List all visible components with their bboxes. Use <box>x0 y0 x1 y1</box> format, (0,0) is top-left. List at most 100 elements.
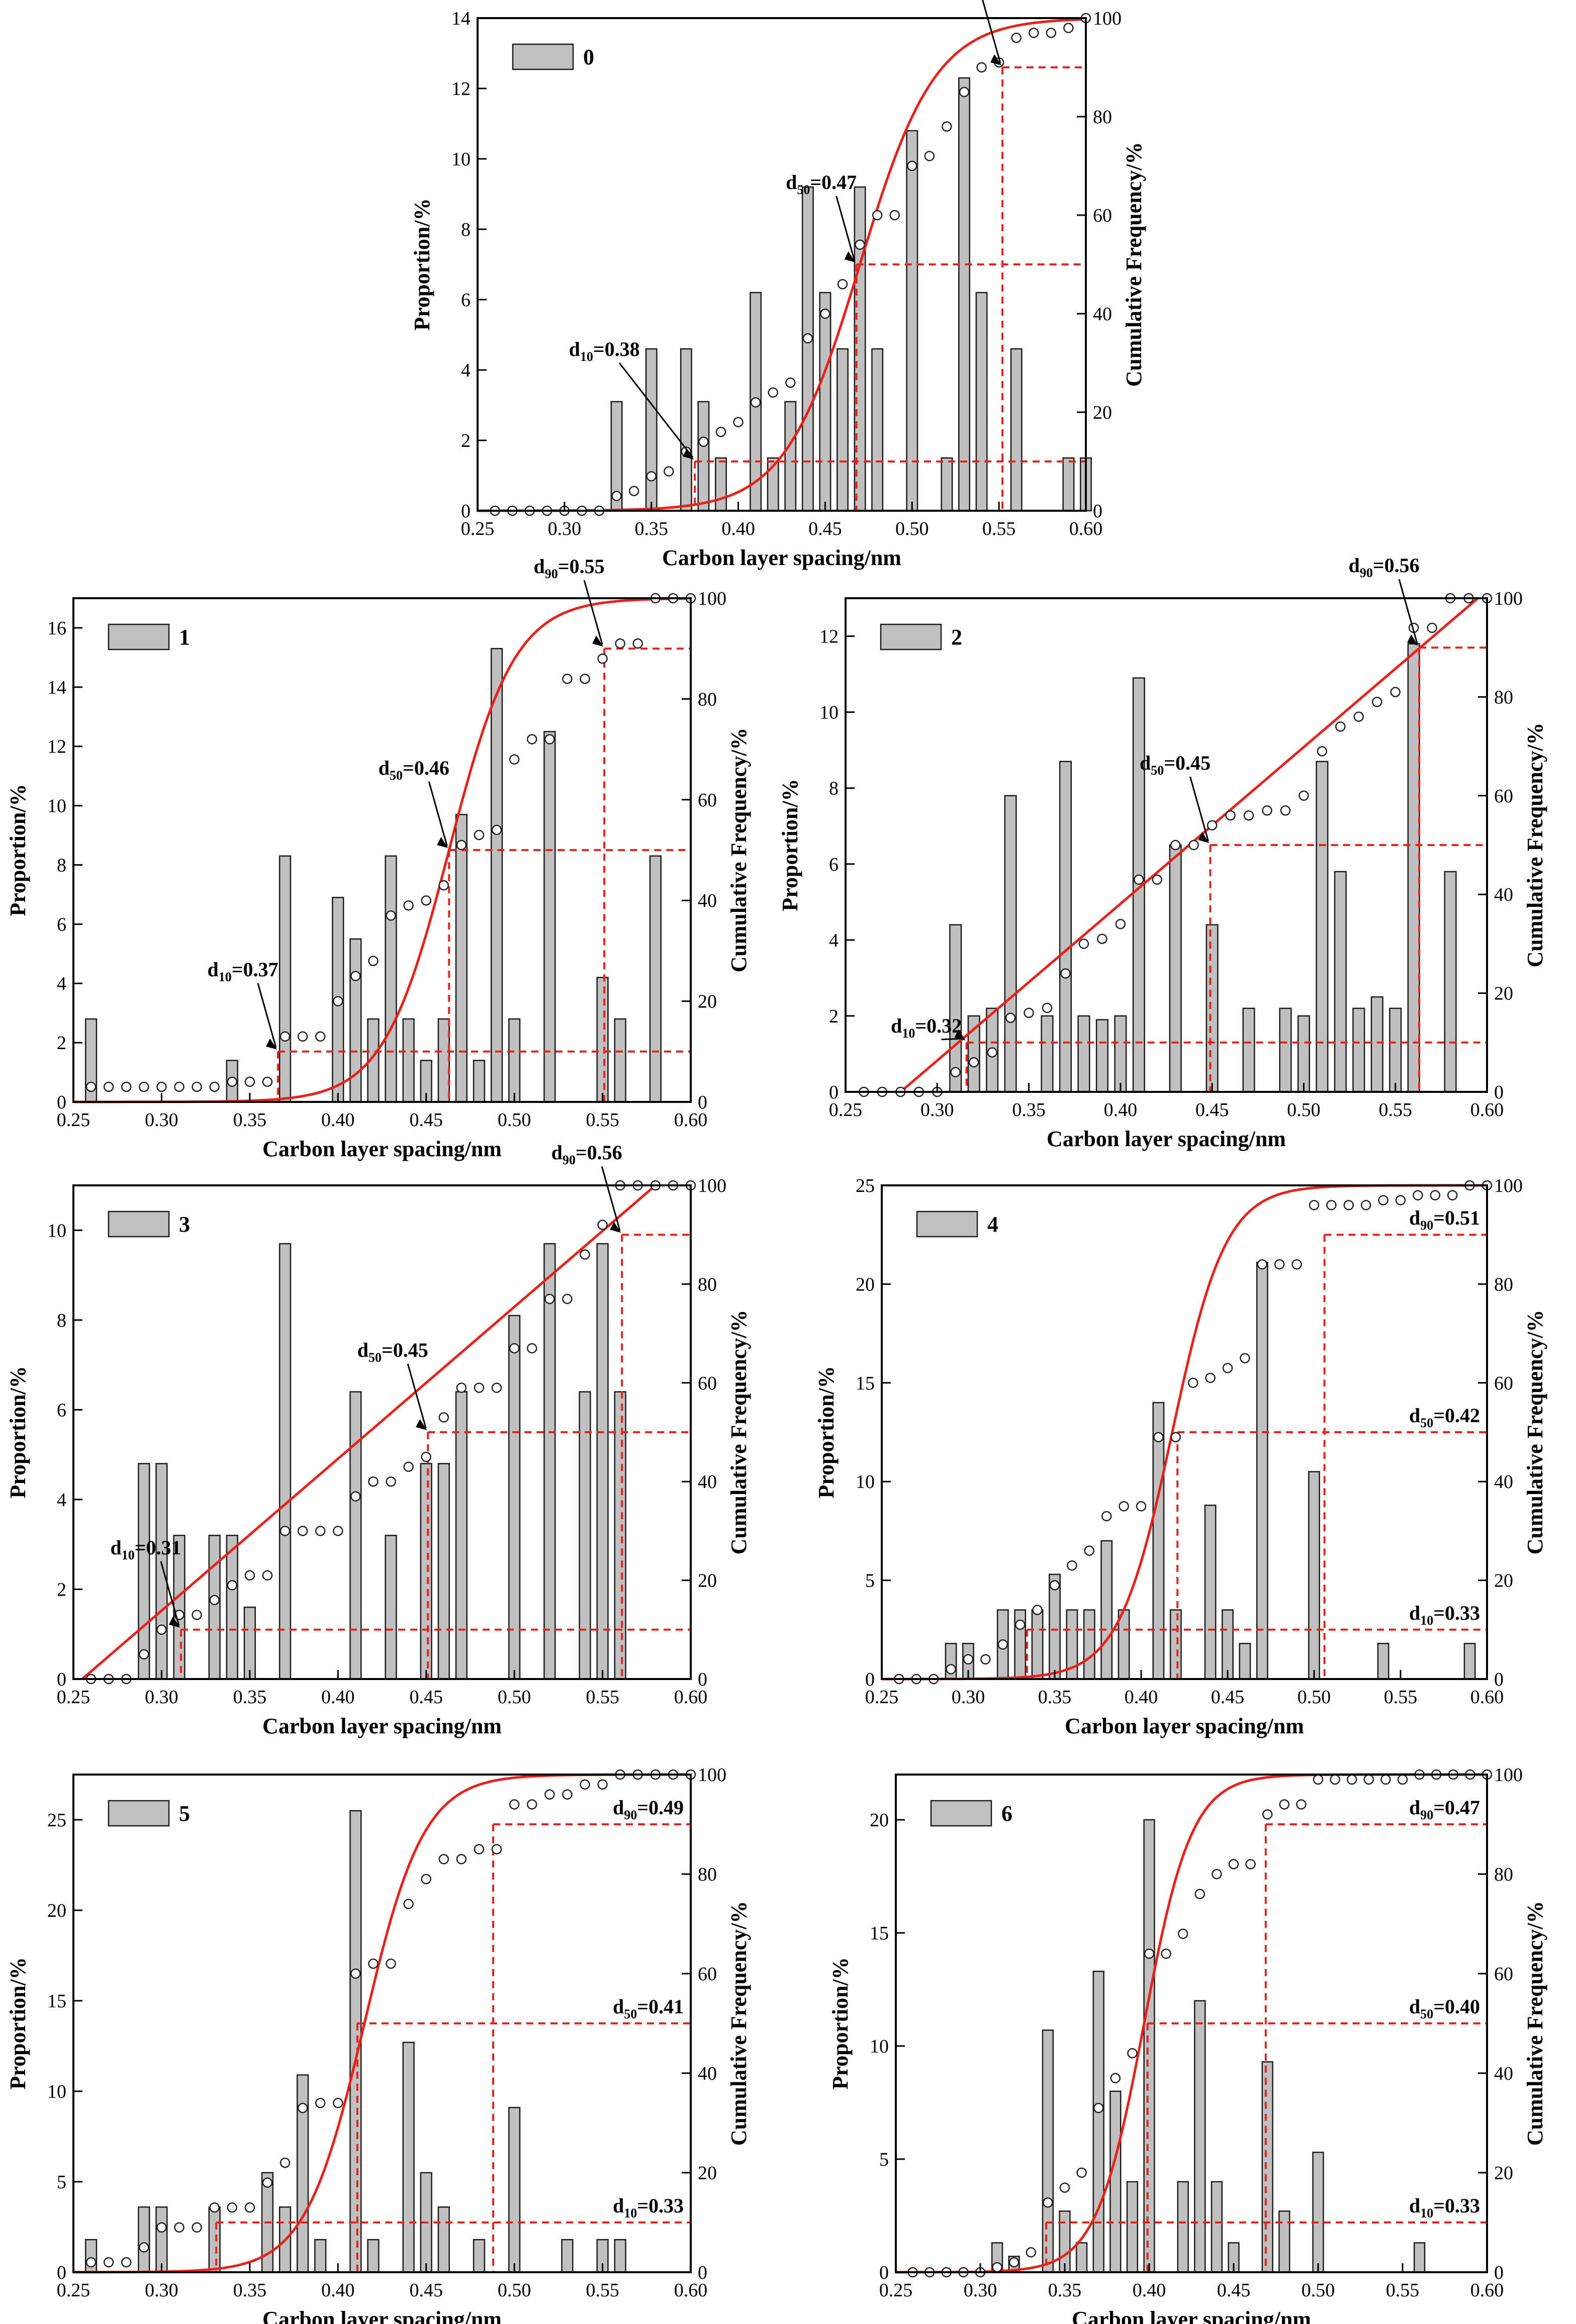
proportion-bar <box>385 1535 397 1680</box>
cumulative-point <box>1136 1501 1147 1512</box>
cumulative-point <box>980 1654 991 1664</box>
proportion-bar <box>437 1463 450 1680</box>
y2-tick-label: 60 <box>1494 1373 1513 1394</box>
y2-tick-label: 0 <box>698 1092 707 1113</box>
x-tick-label: 0.55 <box>586 2280 619 2301</box>
cumulative-point <box>1101 1511 1112 1522</box>
cumulative-point <box>1299 790 1309 801</box>
cumulative-point <box>526 1799 537 1810</box>
x-tick-label: 0.60 <box>1470 1099 1504 1121</box>
x-tick-label: 0.40 <box>321 1687 355 1708</box>
cumulative-point <box>121 2257 132 2268</box>
proportion-bar <box>614 2239 626 2273</box>
cumulative-point <box>156 1081 167 1092</box>
y2-axis-title: Cumulative Frequency/% <box>726 728 751 973</box>
cumulative-point <box>209 1595 220 1606</box>
y2-tick-label: 80 <box>1494 687 1513 708</box>
legend-swatch <box>108 623 170 650</box>
proportion-bar <box>1334 871 1347 1093</box>
x-tick-label: 0.45 <box>1217 2280 1251 2301</box>
cumulative-point <box>1207 820 1218 830</box>
x-tick-label: 0.45 <box>409 1687 443 1708</box>
x-tick-label: 0.60 <box>674 2280 708 2301</box>
cumulative-point <box>1279 1799 1290 1810</box>
y2-axis-title: Cumulative Frequency/% <box>1523 1310 1547 1555</box>
proportion-bar <box>1169 844 1182 1093</box>
y2-tick-label: 80 <box>1093 107 1112 128</box>
y-tick-label: 10 <box>47 796 66 817</box>
d90-annotation: d90=0.55 <box>534 555 605 581</box>
y-axis-title: Proportion/% <box>6 784 30 916</box>
cumulative-point <box>1296 1799 1307 1810</box>
x-tick-label: 0.40 <box>1133 2280 1166 2301</box>
y-tick-label: 10 <box>819 702 839 723</box>
cumulative-point <box>987 1047 997 1058</box>
cumulative-point <box>837 278 848 290</box>
cumulative-point <box>1291 1259 1302 1270</box>
proportion-bar <box>1083 1609 1095 1680</box>
x-tick-label: 0.30 <box>548 518 582 539</box>
y-tick-label: 2 <box>829 1006 839 1027</box>
x-tick-label: 0.45 <box>409 1109 443 1131</box>
x-tick-label: 0.50 <box>498 1687 531 1708</box>
cumulative-point <box>1093 2103 1104 2113</box>
y-tick-label: 6 <box>57 914 66 935</box>
chart-panel-2: 0.25 0.30 0.35 0.40 0.45 0.50 0.55 0.6002468101… <box>778 554 1547 1151</box>
arrow-head-icon <box>844 251 856 262</box>
y2-tick-label: 20 <box>698 991 717 1012</box>
arrow-head-icon <box>610 1222 621 1233</box>
x-tick-label: 0.40 <box>1104 1099 1138 1121</box>
x-tick-label: 0.50 <box>498 1109 531 1131</box>
y-axis-title: Proportion/% <box>828 1957 853 2089</box>
cumulative-point <box>1076 2167 1087 2178</box>
cumulative-point <box>802 333 813 344</box>
proportion-bar <box>349 1391 362 1680</box>
y-tick-label: 6 <box>461 290 471 311</box>
cumulative-point <box>509 754 520 765</box>
d90-annotation: d90=0.49 <box>613 1796 684 1822</box>
d90-annotation: d90=0.47 <box>1409 1796 1480 1822</box>
y-tick-label: 15 <box>47 1991 66 2012</box>
cumulative-point <box>368 1958 379 1969</box>
cumulative-point <box>1228 1858 1239 1870</box>
cumulative-point <box>968 1057 979 1068</box>
cumulative-point <box>889 210 900 221</box>
annotation-arrow <box>160 1561 180 1626</box>
cumulative-point <box>333 996 343 1006</box>
proportion-bar <box>1062 457 1075 512</box>
y-axis-title: Proportion/% <box>410 198 434 330</box>
cumulative-point <box>1177 1928 1188 1939</box>
cumulative-point <box>386 910 396 921</box>
cumulative-point <box>421 1451 431 1462</box>
cumulative-point <box>262 1570 273 1581</box>
y-tick-label: 4 <box>829 930 839 951</box>
cumulative-point <box>491 1844 502 1854</box>
annotation-arrow <box>618 362 694 458</box>
cumulative-point <box>421 895 431 906</box>
cumulative-point <box>297 1526 308 1536</box>
fit-curve <box>896 1773 1487 2274</box>
cumulative-point <box>544 1293 555 1305</box>
cumulative-point <box>1317 746 1328 757</box>
cumulative-point <box>174 2222 184 2233</box>
proportion-bar <box>1194 2000 1206 2273</box>
cumulative-point <box>209 2202 220 2213</box>
proportion-bar <box>543 730 556 1103</box>
cumulative-point <box>1060 968 1071 979</box>
y-axis-title: Proportion/% <box>778 779 802 911</box>
y2-tick-label: 60 <box>1494 786 1513 807</box>
proportion-bar <box>1114 1015 1127 1093</box>
proportion-bar <box>490 647 503 1103</box>
y-tick-label: 15 <box>870 1923 889 1944</box>
cumulative-point <box>350 1491 361 1502</box>
cumulative-point <box>192 1610 202 1620</box>
y2-tick-label: 100 <box>698 1764 726 1786</box>
cumulative-point <box>1427 622 1437 633</box>
legend-label: 4 <box>987 1212 998 1237</box>
cumulative-point <box>192 2222 202 2233</box>
arrow-head-icon <box>1198 832 1210 843</box>
cumulative-point <box>1413 1190 1423 1200</box>
plot-frame <box>881 1184 1488 1680</box>
proportion-bar <box>1109 2090 1122 2273</box>
